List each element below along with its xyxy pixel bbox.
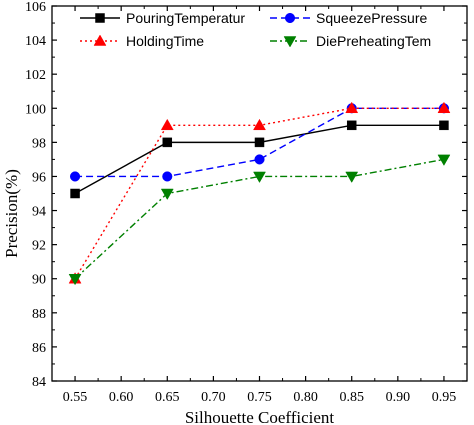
y-tick-label: 96 <box>32 170 46 185</box>
legend-label: DiePreheatingTem <box>316 33 431 49</box>
series-PouringTemperatur <box>70 120 449 199</box>
data-point <box>70 171 81 182</box>
data-point <box>439 120 449 131</box>
y-tick-label: 98 <box>32 136 46 151</box>
y-tick-label: 106 <box>25 0 46 15</box>
series-DiePreheatingTem <box>68 154 451 286</box>
legend-label: PouringTemperatur <box>126 10 245 26</box>
data-point <box>346 120 357 131</box>
plot-area-border <box>51 5 468 382</box>
y-tick-label: 84 <box>32 375 46 390</box>
x-tick-label: 0.55 <box>63 390 88 405</box>
x-tick-label: 0.70 <box>201 390 226 405</box>
x-tick-label: 0.80 <box>293 390 318 405</box>
data-point <box>254 154 265 165</box>
y-tick-label: 104 <box>25 34 46 49</box>
y-tick-label: 88 <box>32 307 46 322</box>
y-axis-title: Precision(%) <box>2 169 21 258</box>
legend-item: DiePreheatingTem <box>270 33 431 49</box>
y-tick-label: 92 <box>32 239 46 254</box>
legend-label: HoldingTime <box>126 33 204 49</box>
x-tick-label: 0.90 <box>386 390 411 405</box>
y-tick-label: 90 <box>32 273 46 288</box>
data-point <box>254 137 265 148</box>
data-point <box>437 154 451 166</box>
data-point <box>68 273 82 286</box>
series-lines <box>68 101 451 286</box>
x-tick-label: 0.75 <box>247 390 272 405</box>
x-axis-title: Silhouette Coefficient <box>185 408 335 425</box>
data-point <box>70 188 80 199</box>
data-point <box>162 171 173 182</box>
legend-item: HoldingTime <box>80 33 204 49</box>
legend-marker <box>283 36 297 48</box>
x-tick-label: 0.65 <box>155 390 180 405</box>
legend-item: PouringTemperatur <box>80 10 245 26</box>
data-point <box>162 137 173 148</box>
legend-marker <box>284 12 296 24</box>
legend-label: SqueezePressure <box>316 10 428 26</box>
axis-ticks <box>52 5 467 382</box>
data-point <box>345 101 359 114</box>
x-tick-label: 0.60 <box>109 390 134 405</box>
data-point <box>345 171 359 183</box>
x-tick-label: 0.85 <box>339 390 364 405</box>
data-point <box>160 188 174 201</box>
data-point <box>160 118 174 131</box>
legend: PouringTemperatur SqueezePressure HoldingT… <box>80 10 431 49</box>
data-point <box>437 101 451 114</box>
legend-marker <box>95 13 105 23</box>
tick-labels: 84 86 88 90 92 94 96 98 100 102 104 106 0.55 0.60 0.65… <box>25 0 456 405</box>
y-tick-label: 94 <box>32 205 46 220</box>
data-point <box>253 171 266 183</box>
legend-item: SqueezePressure <box>270 10 428 26</box>
plot-frame <box>51 5 468 382</box>
series-HoldingTime <box>68 101 451 284</box>
data-point <box>253 118 266 131</box>
x-tick-label: 0.95 <box>432 390 457 405</box>
series-line <box>74 107 444 280</box>
y-tick-label: 86 <box>32 341 46 356</box>
y-tick-label: 100 <box>25 102 46 117</box>
y-tick-label: 102 <box>25 68 46 83</box>
legend-marker <box>93 34 107 46</box>
